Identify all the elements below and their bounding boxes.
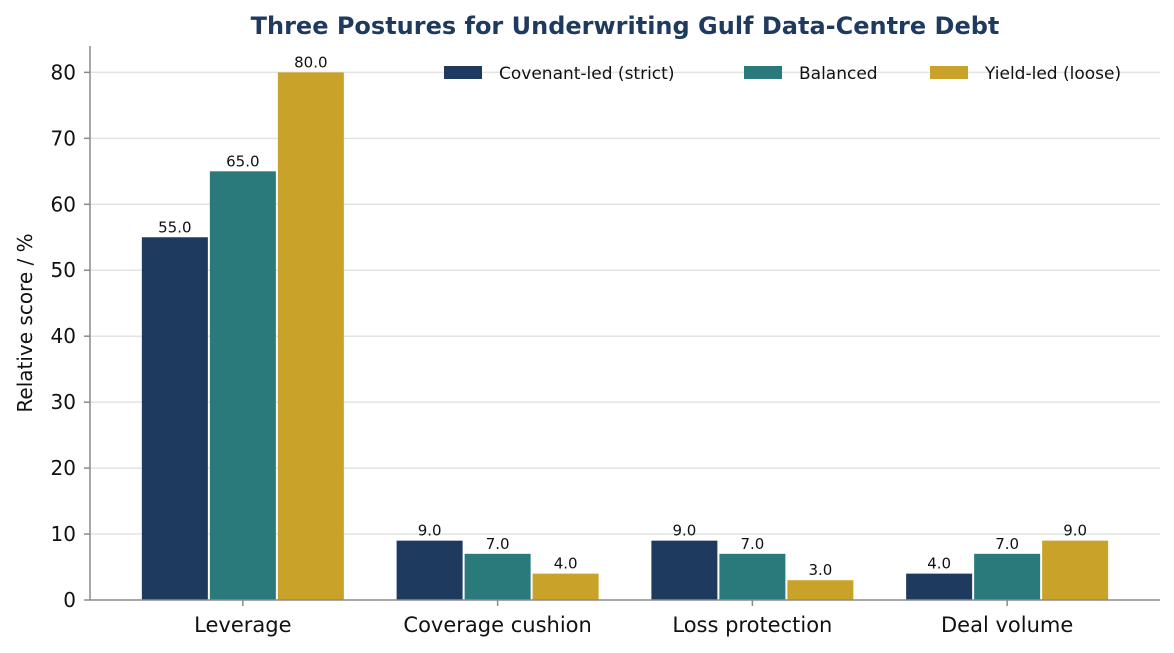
y-tick-label: 80 [51, 60, 76, 84]
bar [464, 553, 531, 600]
bar [141, 237, 208, 600]
data-label: 7.0 [995, 535, 1019, 553]
y-tick-label: 50 [51, 258, 76, 282]
bar [787, 580, 854, 600]
bar [209, 171, 276, 601]
x-tick-label: Deal volume [941, 613, 1073, 637]
bar [532, 573, 599, 600]
bar [651, 540, 718, 600]
y-tick-label: 30 [51, 390, 76, 414]
x-tick-label: Leverage [194, 613, 291, 637]
data-labels-group: 55.0 65.0 80.0 9.0 7.0 4.0 9.0 7.0 3.0 4.0 7.0 9.0 [158, 53, 1087, 579]
data-label: 9.0 [418, 522, 442, 540]
legend-label: Balanced [799, 64, 878, 84]
data-label: 65.0 [226, 152, 259, 170]
legend-label: Yield-led (loose) [984, 64, 1121, 84]
data-label: 4.0 [554, 555, 578, 573]
y-tick-label: 10 [51, 522, 76, 546]
legend-swatch [744, 66, 782, 79]
data-label: 9.0 [672, 522, 696, 540]
data-label: 9.0 [1063, 522, 1087, 540]
bar [277, 72, 344, 600]
data-label: 7.0 [486, 535, 510, 553]
data-label: 80.0 [294, 53, 327, 71]
y-tick-label: 20 [51, 456, 76, 480]
x-tick-labels: Leverage Coverage cushion Loss protection D… [194, 613, 1073, 637]
bar [974, 553, 1041, 600]
y-tick-labels: 0 10 20 30 40 50 60 70 80 [51, 60, 76, 612]
chart-title: Three Postures for Underwriting Gulf Dat… [251, 12, 1000, 40]
legend: Covenant-led (strict) Balanced Yield-led (… [444, 64, 1121, 84]
data-label: 3.0 [808, 561, 832, 579]
axes-group [84, 46, 1160, 606]
y-tick-label: 70 [51, 126, 76, 150]
x-tick-label: Loss protection [672, 613, 832, 637]
y-tick-label: 40 [51, 324, 76, 348]
data-label: 4.0 [927, 555, 951, 573]
bars-group [141, 72, 1109, 601]
bar [1042, 540, 1109, 600]
legend-label: Covenant-led (strict) [499, 64, 674, 84]
legend-swatch [930, 66, 968, 79]
bar [719, 553, 786, 600]
bar [396, 540, 463, 600]
x-tick-label: Coverage cushion [403, 613, 591, 637]
y-axis-label: Relative score / % [13, 233, 37, 412]
legend-swatch [444, 66, 482, 79]
bar [906, 573, 973, 600]
data-label: 7.0 [740, 535, 764, 553]
y-tick-label: 0 [63, 588, 76, 612]
data-label: 55.0 [158, 218, 191, 236]
y-tick-label: 60 [51, 192, 76, 216]
